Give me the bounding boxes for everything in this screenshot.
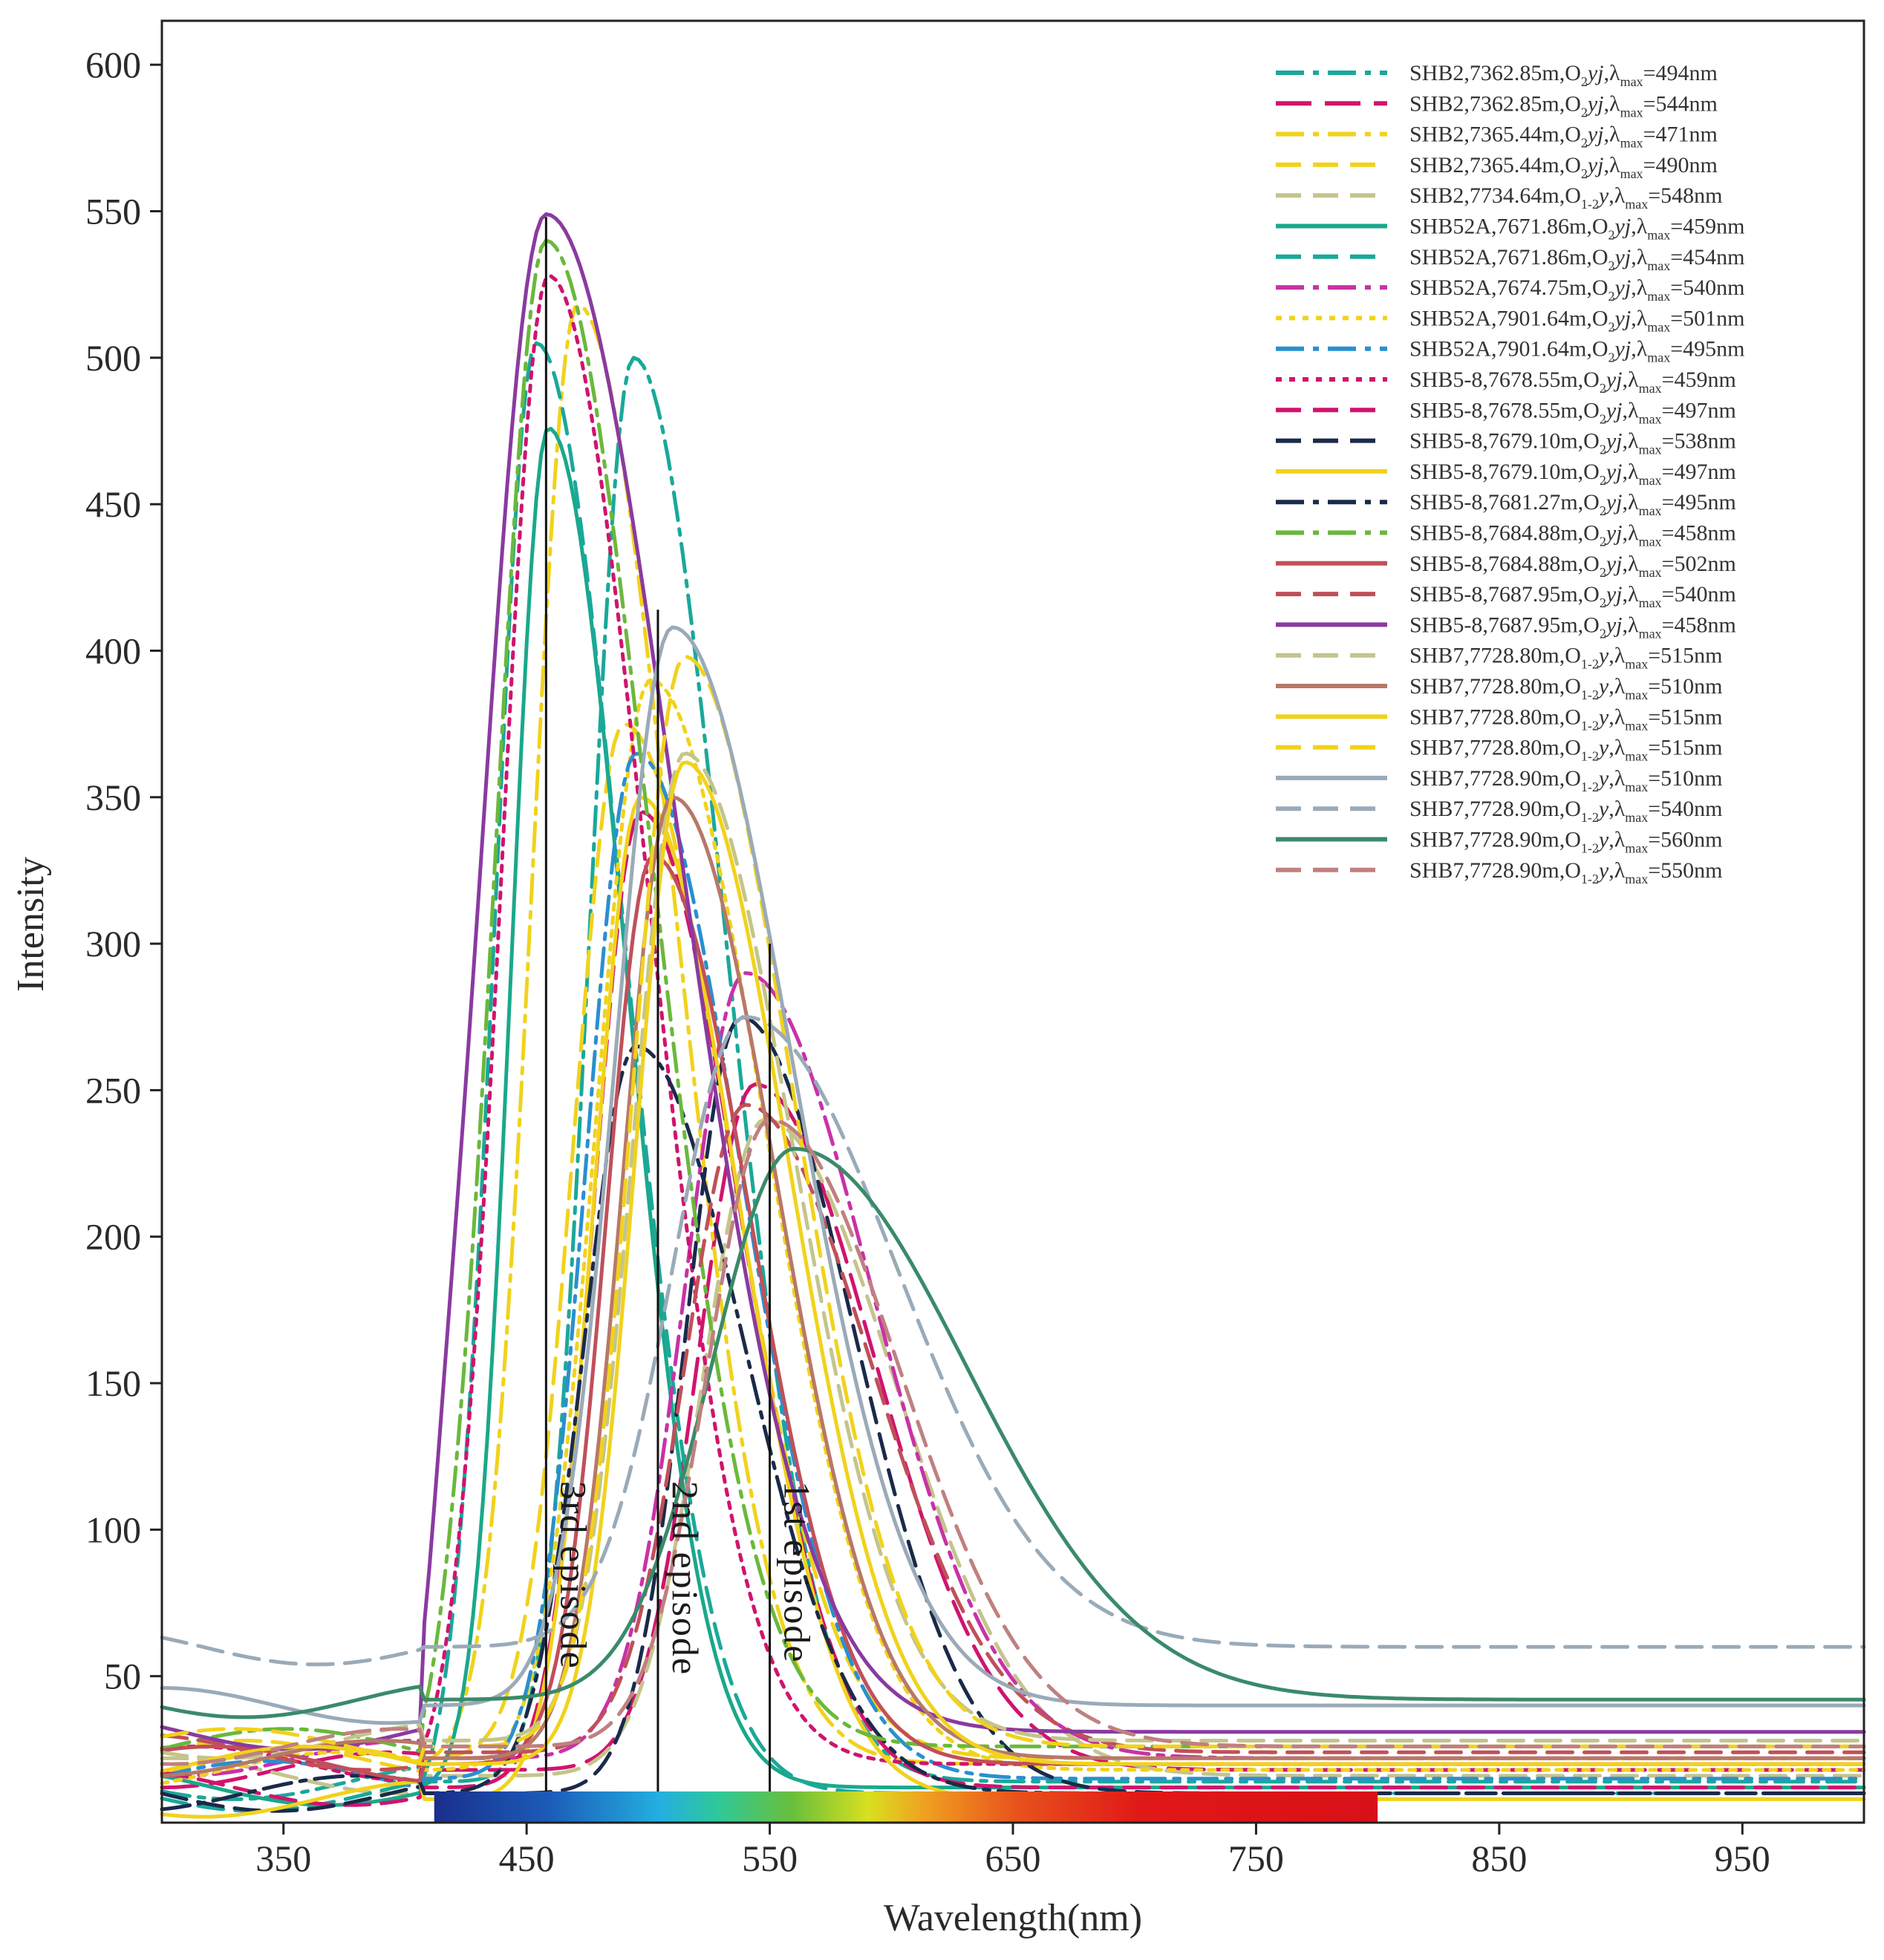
legend-label-19: SHB5-8,7687.95m,O2yj,λmax=458nm [1409, 612, 1736, 641]
y-tick-label-300: 300 [85, 923, 141, 964]
legend-label-4: SHB2,7365.44m,O2yj,λmax=490nm [1409, 153, 1718, 181]
series-line-25 [160, 1015, 1866, 1667]
legend-label-6: SHB52A,7671.86m,O2yj,λmax=459nm [1409, 215, 1745, 243]
axes: 350 450 550 650 750 850 950 50 100 150 200 250 300 35… [85, 19, 1865, 1879]
series-line-21 [160, 795, 1866, 1778]
series-line-2 [160, 1082, 1866, 1790]
episode-markers: 3rd episode 2nd episode 1st episode [544, 217, 818, 1791]
legend-label-17: SHB5-8,7684.88m,O2yj,λmax=502nm [1409, 552, 1736, 580]
legend: SHB2,7362.85m,O2yj,λmax=494nmSHB2,7362.8… [1276, 61, 1745, 886]
x-tick-label-550: 550 [742, 1838, 798, 1879]
x-tick-label-850: 850 [1471, 1838, 1527, 1879]
episode-label-1st: 1st episode [777, 1481, 818, 1664]
series-line-24 [160, 625, 1866, 1725]
legend-label-14: SHB5-8,7679.10m,O2yj,λmax=497nm [1409, 460, 1736, 488]
series-line-19 [160, 212, 1866, 1751]
spectrum-bar [434, 1791, 1378, 1823]
legend-label-11: SHB5-8,7678.55m,O2yj,λmax=459nm [1409, 368, 1736, 396]
legend-label-7: SHB52A,7671.86m,O2yj,λmax=454nm [1409, 245, 1745, 273]
legend-label-26: SHB7,7728.90m,O1-2y,λmax=560nm [1409, 828, 1723, 856]
series-line-10 [160, 751, 1866, 1790]
y-tick-label-50: 50 [104, 1656, 141, 1697]
legend-label-16: SHB5-8,7684.88m,O2yj,λmax=458nm [1409, 521, 1736, 549]
y-tick-label-350: 350 [85, 777, 141, 818]
visible-spectrum-bar [434, 1791, 1378, 1823]
series-line-1 [160, 356, 1866, 1801]
series-line-20 [160, 751, 1866, 1760]
legend-label-22: SHB7,7728.80m,O1-2y,λmax=515nm [1409, 705, 1723, 733]
y-tick-label-150: 150 [85, 1362, 141, 1404]
series-line-27 [160, 1117, 1866, 1766]
legend-label-20: SHB7,7728.80m,O1-2y,λmax=515nm [1409, 644, 1723, 672]
legend-label-25: SHB7,7728.90m,O1-2y,λmax=540nm [1409, 797, 1723, 825]
episode-label-2nd: 2nd episode [665, 1481, 706, 1676]
legend-label-12: SHB5-8,7678.55m,O2yj,λmax=497nm [1409, 398, 1736, 426]
legend-label-13: SHB5-8,7679.10m,O2yj,λmax=538nm [1409, 429, 1736, 457]
series-line-8 [160, 971, 1866, 1778]
legend-label-21: SHB7,7728.80m,O1-2y,λmax=510nm [1409, 674, 1723, 702]
series-line-15 [160, 1045, 1866, 1812]
legend-label-8: SHB52A,7674.75m,O2yj,λmax=540nm [1409, 275, 1745, 304]
series-line-22 [160, 760, 1866, 1774]
legend-label-15: SHB5-8,7681.27m,O2yj,λmax=495nm [1409, 490, 1736, 518]
legend-label-5: SHB2,7734.64m,O1-2y,λmax=548nm [1409, 183, 1723, 212]
series-line-16 [160, 238, 1866, 1753]
y-tick-label-100: 100 [85, 1509, 141, 1550]
x-tick-label-650: 650 [985, 1838, 1041, 1879]
series-line-5 [160, 1117, 1866, 1795]
y-tick-label-450: 450 [85, 483, 141, 525]
y-tick-label-550: 550 [85, 191, 141, 232]
x-axis-title: Wavelength(nm) [884, 1897, 1142, 1939]
x-tick-label-350: 350 [255, 1838, 311, 1879]
y-tick-label-250: 250 [85, 1069, 141, 1111]
legend-label-27: SHB7,7728.90m,O1-2y,λmax=550nm [1409, 858, 1723, 886]
legend-label-1: SHB2,7362.85m,O2yj,λmax=494nm [1409, 61, 1718, 89]
episode-label-3rd: 3rd episode [553, 1481, 594, 1670]
legend-label-9: SHB52A,7901.64m,O2yj,λmax=501nm [1409, 306, 1745, 334]
series-curves [160, 212, 1866, 1819]
x-tick-label-950: 950 [1715, 1838, 1770, 1879]
series-line-13 [160, 1015, 1866, 1813]
legend-label-24: SHB7,7728.90m,O1-2y,λmax=510nm [1409, 766, 1723, 794]
y-tick-label-600: 600 [85, 44, 141, 85]
legend-label-23: SHB7,7728.80m,O1-2y,λmax=515nm [1409, 736, 1723, 764]
y-tick-label-400: 400 [85, 630, 141, 671]
y-axis-title: Intensity [10, 857, 52, 992]
series-line-12 [160, 810, 1866, 1807]
series-line-18 [160, 1102, 1866, 1772]
series-line-14 [160, 795, 1866, 1819]
legend-label-2: SHB2,7362.85m,O2yj,λmax=544nm [1409, 91, 1718, 120]
series-line-26 [160, 1146, 1866, 1719]
y-tick-label-500: 500 [85, 337, 141, 379]
x-tick-label-450: 450 [499, 1838, 555, 1879]
legend-label-3: SHB2,7365.44m,O2yj,λmax=471nm [1409, 122, 1718, 151]
y-tick-label-200: 200 [85, 1216, 141, 1258]
legend-label-10: SHB52A,7901.64m,O2yj,λmax=495nm [1409, 337, 1745, 365]
series-line-23 [160, 655, 1866, 1763]
x-tick-label-750: 750 [1228, 1838, 1284, 1879]
legend-label-18: SHB5-8,7687.95m,O2yj,λmax=540nm [1409, 582, 1736, 610]
